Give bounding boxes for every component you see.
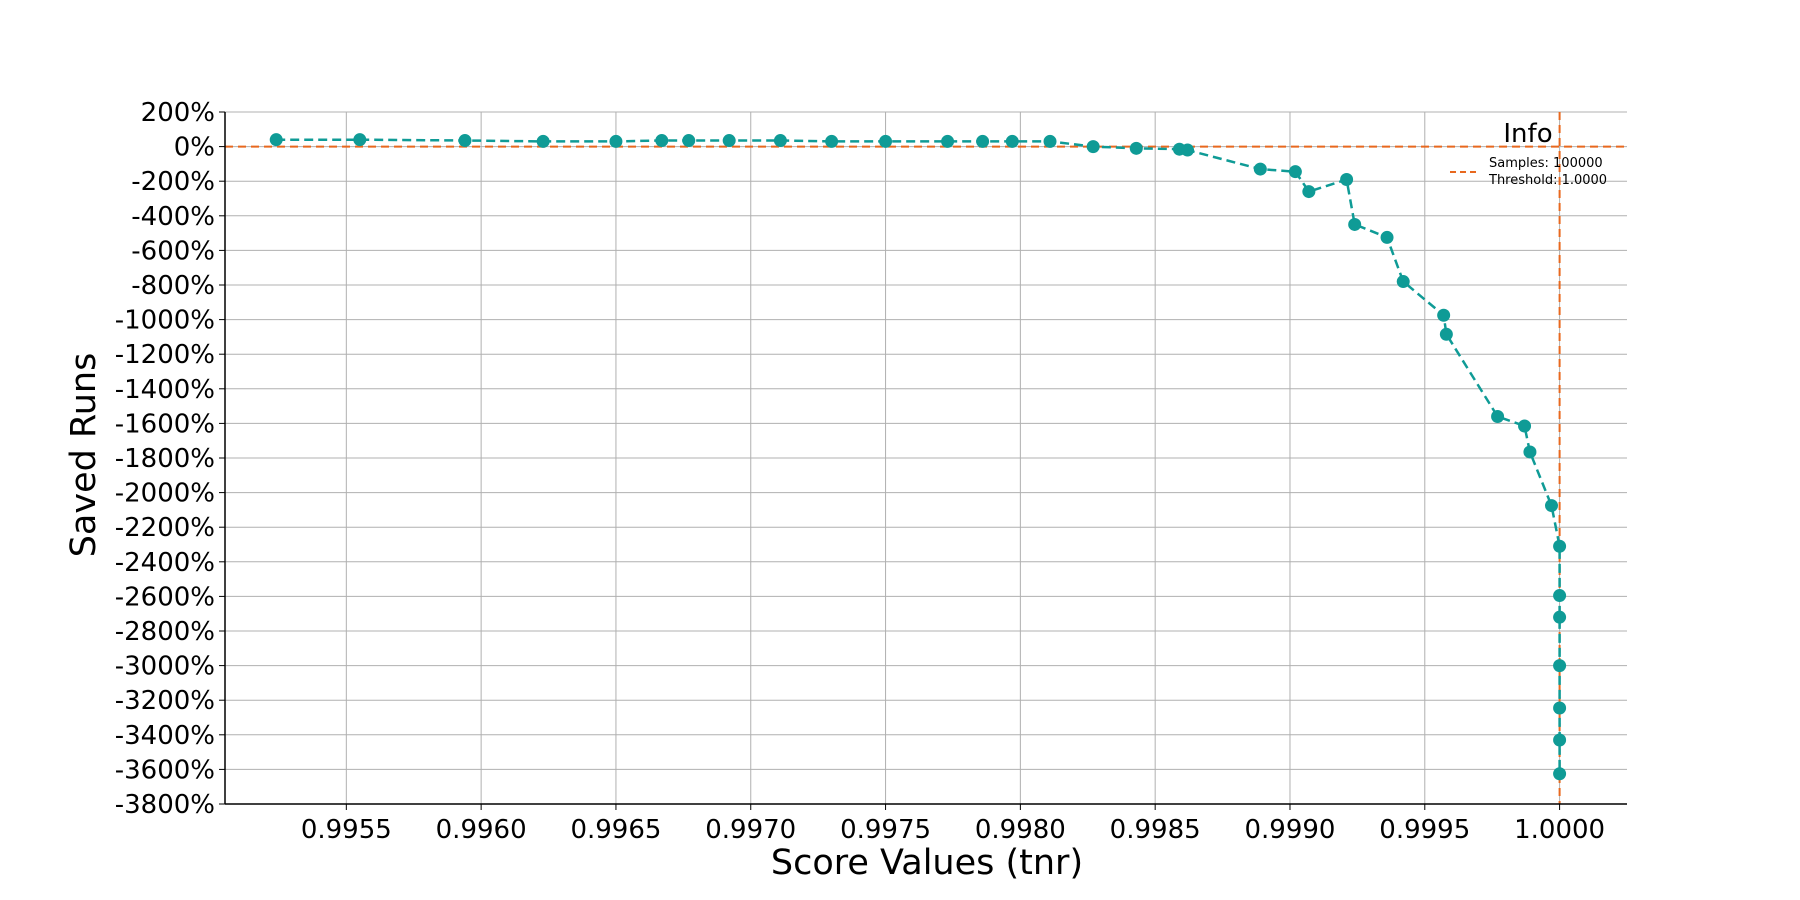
legend-threshold: Threshold: 1.0000 [1488,173,1607,188]
legend-title: Info [1503,119,1552,149]
data-point [1518,419,1532,433]
data-point [1439,327,1453,341]
data-point [1437,308,1451,322]
y-tick-label: -1400% [115,375,215,405]
y-tick-label: -2400% [115,548,215,578]
data-point [609,134,623,148]
data-point [1302,185,1316,199]
legend: Info Samples: 100000 Threshold: 1.0000 [1450,119,1607,188]
y-tick-label: -3400% [115,721,215,751]
legend-samples: Samples: 100000 [1489,156,1603,171]
data-point [1553,767,1567,781]
x-tick-label: 0.9995 [1379,815,1470,845]
y-ticks: 200% 0% -200% -400% -600% -800% -1000% -1200% -1… [115,98,225,820]
data-point [976,134,990,148]
y-tick-label: -2000% [115,479,215,509]
data-point [1523,445,1537,459]
data-point [1553,701,1567,715]
data-point [1340,172,1354,186]
y-tick-label: -1000% [115,306,215,336]
data-point [1043,134,1057,148]
data-point [1491,409,1505,423]
grid [225,111,1627,805]
y-axis-label: Saved Runs [64,353,104,558]
x-tick-label: 0.9980 [975,815,1066,845]
data-point [1553,733,1567,747]
data-point [1005,134,1019,148]
x-tick-label: 0.9960 [436,815,527,845]
data-point [353,133,367,147]
y-tick-label: -1200% [115,340,215,370]
data-point [1553,539,1567,553]
y-tick-label: -200% [131,167,215,197]
data-point [536,134,550,148]
y-tick-label: -800% [131,271,215,301]
x-tick-label: 0.9970 [705,815,796,845]
data-point [1288,165,1302,179]
data-point [773,134,787,148]
x-tick-label: 0.9985 [1110,815,1201,845]
y-tick-label: -2600% [115,582,215,612]
x-ticks: 0.9955 0.9960 0.9965 0.9970 0.9975 0.9980 0.99… [301,804,1605,845]
y-tick-label: -3800% [115,790,215,820]
data-point [682,134,696,148]
data-point [1181,143,1195,157]
data-point [722,134,736,148]
y-tick-label: 0% [174,133,215,163]
x-tick-label: 0.9955 [301,815,392,845]
data-point [269,133,283,147]
data-point [1553,659,1567,673]
y-tick-label: -2800% [115,617,215,647]
data-point [879,134,893,148]
data-point [1380,230,1394,244]
y-tick-label: -3000% [115,652,215,682]
y-tick-label: -400% [131,202,215,232]
data-point [1553,589,1567,603]
data-point [458,134,472,148]
x-tick-label: 1.0000 [1514,815,1605,845]
x-axis-label: Score Values (tnr) [771,843,1083,883]
series [269,133,1567,781]
y-tick-label: -1800% [115,444,215,474]
y-tick-label: 200% [141,98,215,128]
x-tick-label: 0.9975 [840,815,931,845]
data-point [1553,610,1567,624]
series-line [276,138,1561,774]
y-tick-label: -3600% [115,755,215,785]
data-point [1129,141,1143,155]
data-point [1086,140,1100,154]
y-tick-label: -2200% [115,513,215,543]
data-point [1396,275,1410,289]
y-tick-label: -1600% [115,409,215,439]
x-tick-label: 0.9965 [570,815,661,845]
data-point [1348,217,1362,231]
data-point [655,134,669,148]
data-point [825,134,839,148]
y-tick-label: -3200% [115,686,215,716]
data-point [1253,162,1267,176]
x-tick-label: 0.9990 [1244,815,1335,845]
data-point [941,134,955,148]
y-tick-label: -600% [131,236,215,266]
data-point [1545,499,1559,513]
reference-lines [225,112,1627,804]
